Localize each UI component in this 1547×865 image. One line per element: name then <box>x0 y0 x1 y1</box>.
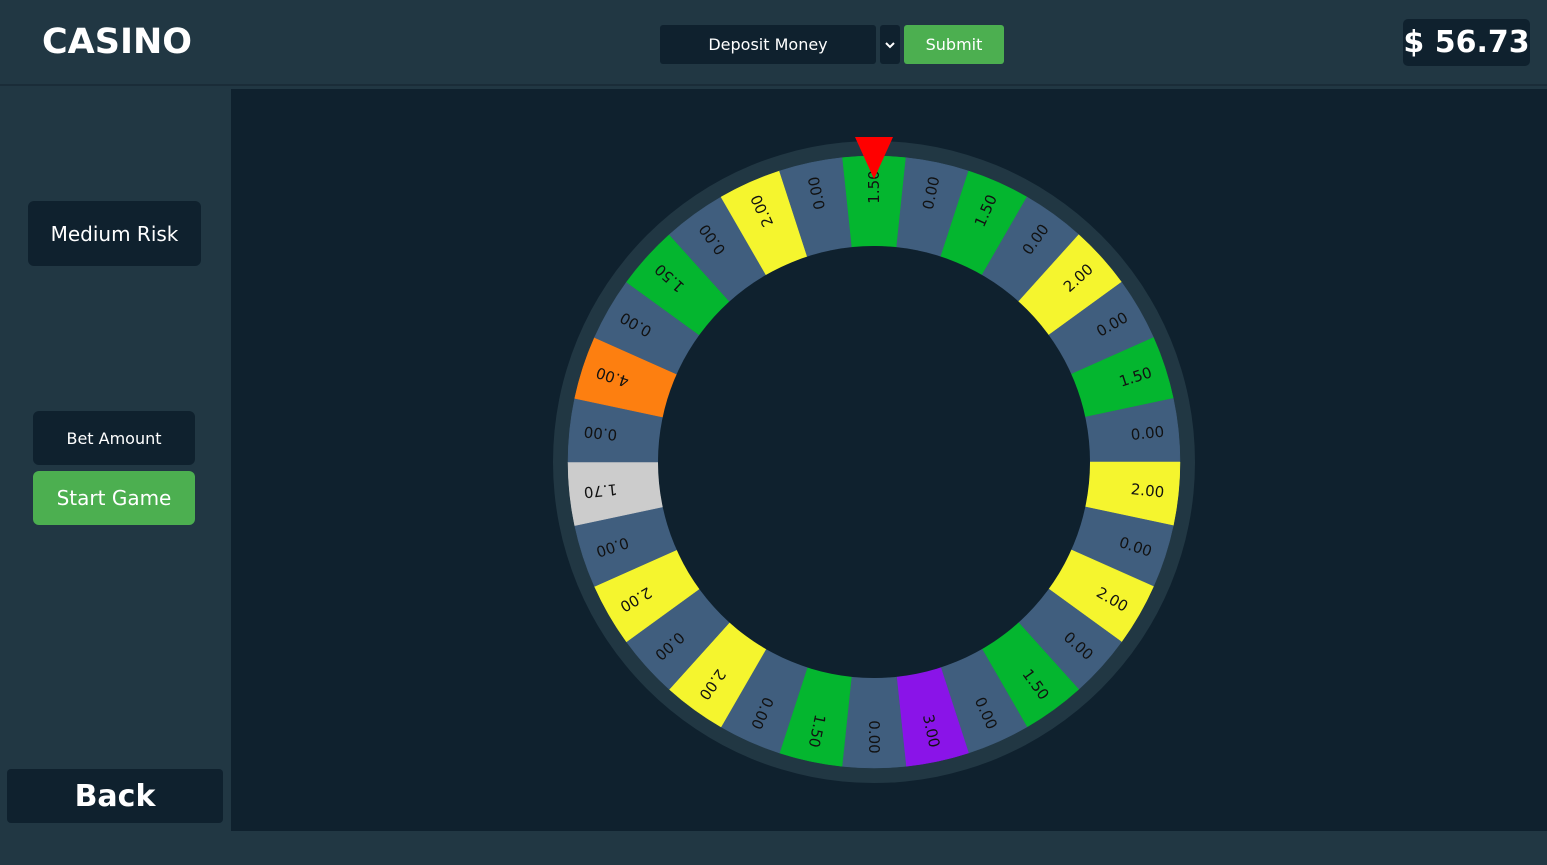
wheel-segment-label: 1.50 <box>865 170 883 203</box>
wheel-segment-label: 0.00 <box>583 423 618 444</box>
wheel-segment-label: 0.00 <box>1130 423 1165 444</box>
bet-amount-input[interactable]: Bet Amount <box>33 411 195 465</box>
game-area: 1.50 0.00 1.50 0.00 2.00 0.00 1.50 0.00 2.00 0.00… <box>231 89 1547 831</box>
wheel-segment-label: 1.70 <box>583 480 618 501</box>
top-header: CASINO Deposit Money Submit $ 56.73 <box>0 0 1547 86</box>
wheel-segment-label: 0.00 <box>865 720 883 753</box>
wheel: 1.50 0.00 1.500.002.000.001.500.002.000.00… <box>553 137 1195 783</box>
sidebar: Medium Risk Bet Amount Start Game Back <box>0 89 231 831</box>
wheel-hub <box>658 246 1090 678</box>
app-logo: CASINO <box>42 22 193 62</box>
wheel-segment-label: 2.00 <box>1130 480 1165 501</box>
deposit-money-select[interactable]: Deposit Money <box>660 25 876 64</box>
back-button[interactable]: Back <box>7 769 223 823</box>
chevron-down-icon[interactable] <box>880 25 900 64</box>
start-game-button[interactable]: Start Game <box>33 471 195 525</box>
submit-button[interactable]: Submit <box>904 25 1004 64</box>
footer-bar <box>0 833 1547 865</box>
risk-level-button[interactable]: Medium Risk <box>28 201 201 266</box>
balance-display: $ 56.73 <box>1403 19 1530 66</box>
pointer-arrow-icon <box>855 137 893 179</box>
